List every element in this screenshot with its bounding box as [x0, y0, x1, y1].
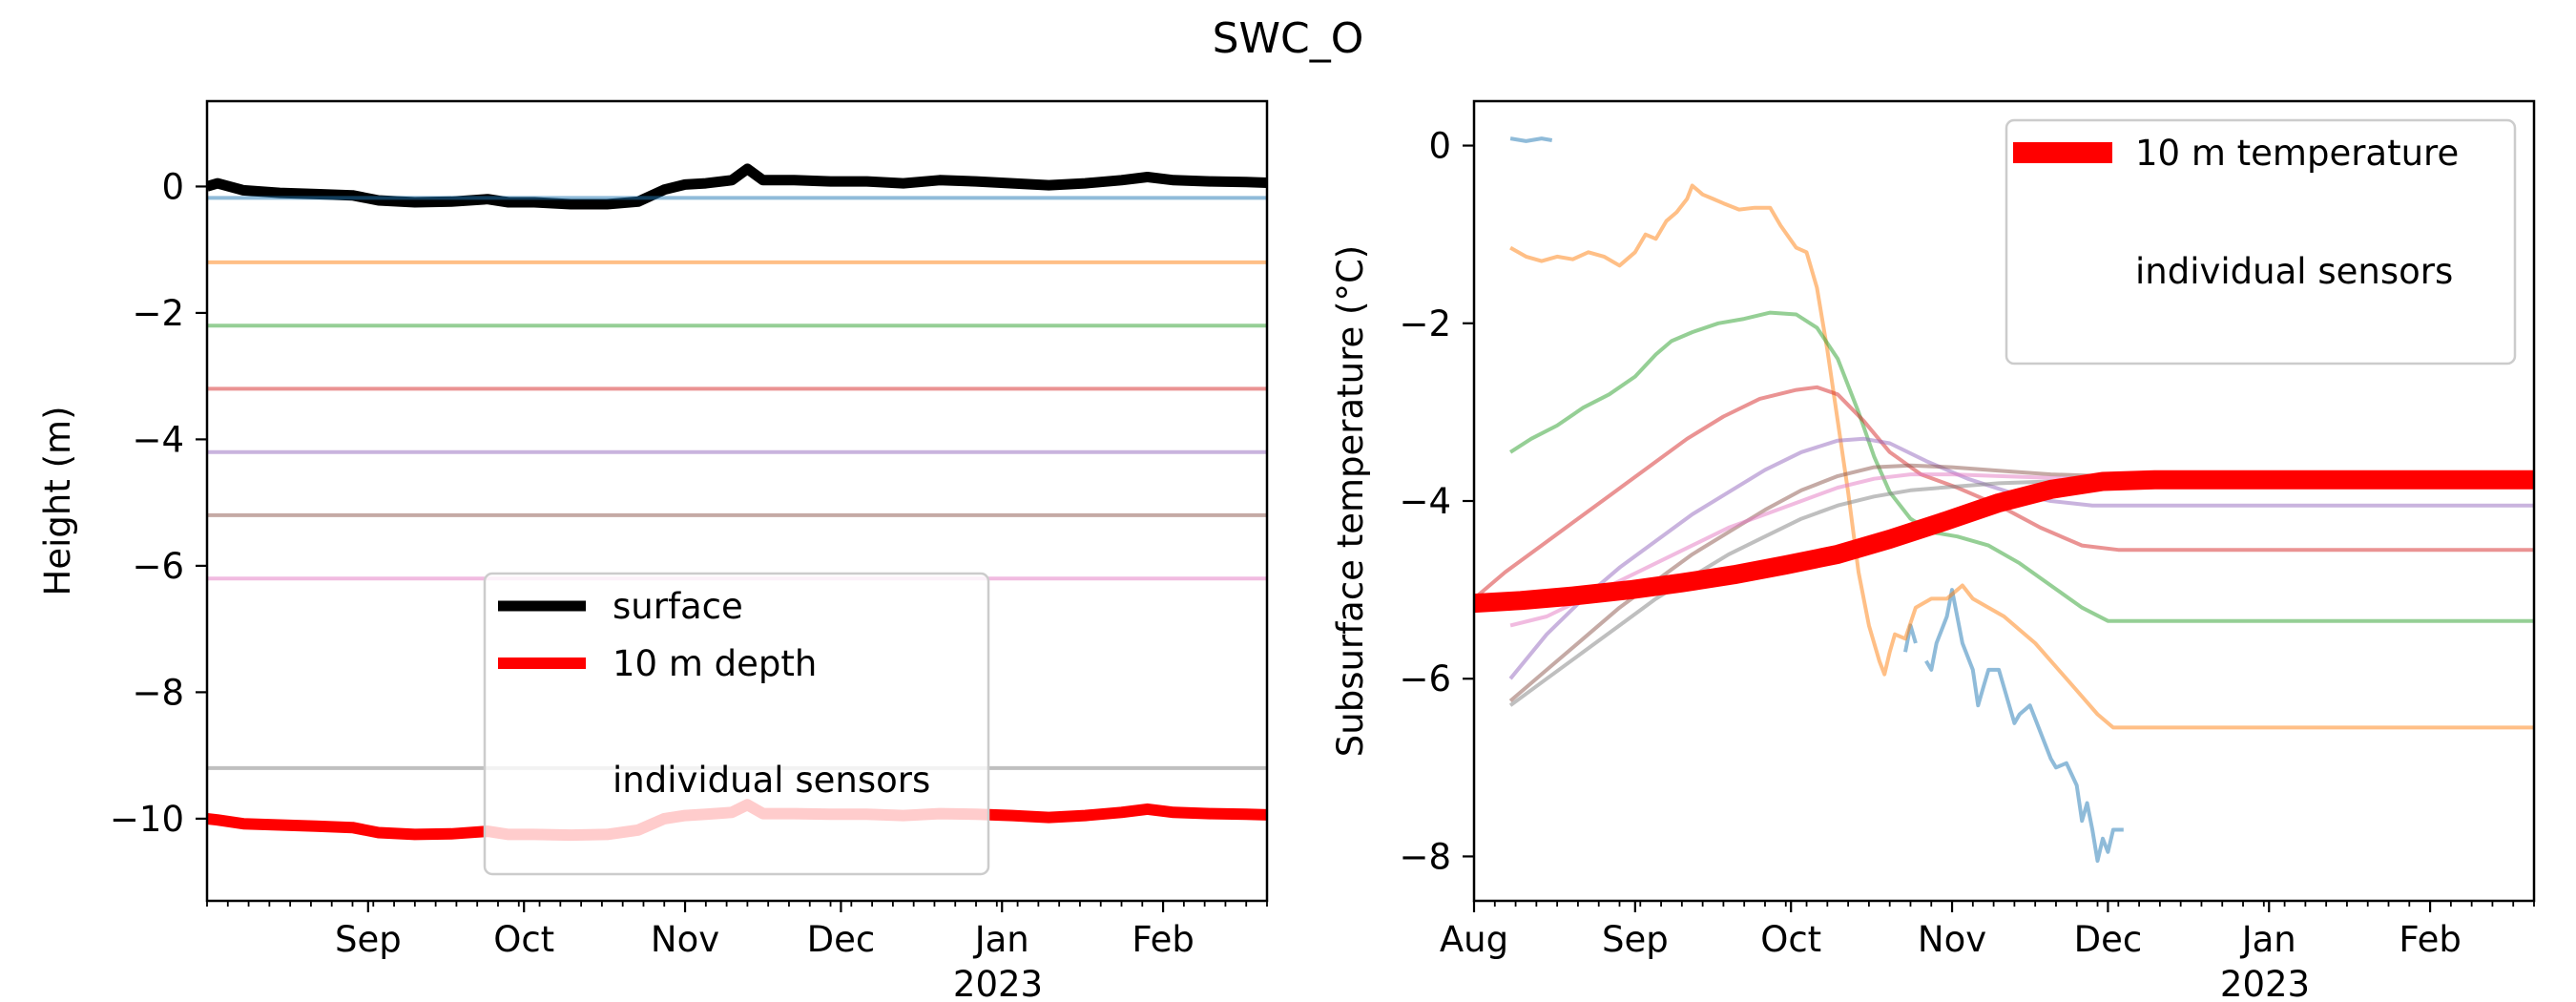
height-legend: surface 10 m depth individual sensors	[483, 572, 990, 876]
x-tick-label-nov: Nov	[1918, 919, 1986, 960]
y-tick-label: −8	[132, 672, 184, 713]
temperature-year-label: 2023	[2220, 964, 2310, 1002]
x-tick-label-nov: Nov	[651, 919, 719, 960]
x-tick-label-jan: Jan	[973, 919, 1029, 960]
temperature-series	[1474, 136, 2534, 864]
x-tick-label-sep: Sep	[1602, 919, 1669, 960]
y-tick-label: −4	[1399, 481, 1451, 522]
x-tick-label-feb: Feb	[1132, 919, 1195, 960]
height-axes-frame	[205, 99, 1269, 903]
height-legend-box	[483, 572, 990, 876]
y-tick-label: −8	[1399, 836, 1451, 877]
height-year-label: 2023	[953, 964, 1043, 1002]
temperature-y-axis-label: Subsurface temperature (°C)	[1330, 245, 1371, 757]
y-tick-label: −2	[132, 293, 184, 334]
temperature-legend: 10 m temperature individual sensors	[2005, 118, 2517, 365]
temperature-y-ticks: 0 −2 −4 −6 −8	[1399, 126, 1474, 877]
10-m-temperature-line	[1474, 470, 2534, 614]
x-tick-label-feb: Feb	[2399, 919, 2462, 960]
legend-label-10m-depth: 10 m depth	[613, 643, 817, 684]
x-tick-label-oct: Oct	[493, 919, 554, 960]
sensor-5-line	[1508, 463, 2534, 703]
legend-label-surface: surface	[613, 586, 743, 627]
y-tick-label: −6	[1399, 658, 1451, 699]
x-tick-label-oct: Oct	[1760, 919, 1821, 960]
legend-label-10m-temperature: 10 m temperature	[2135, 133, 2459, 174]
sensor-4-line	[1508, 436, 2534, 680]
y-tick-label: −4	[132, 419, 184, 460]
x-tick-label-aug: Aug	[1440, 919, 1508, 960]
legend-label-individual-sensors: individual sensors	[613, 760, 930, 801]
height-y-axis-label: Height (m)	[37, 407, 78, 596]
x-tick-label-sep: Sep	[335, 919, 402, 960]
y-tick-label: −2	[1399, 303, 1451, 344]
sensor-0-line-0	[1509, 136, 1553, 143]
height-y-ticks: 0 −2 −4 −6 −8 −10	[110, 166, 207, 840]
y-tick-label: −6	[132, 546, 184, 587]
sensor-1-line	[1509, 183, 2534, 730]
sensor-0-line-2	[1924, 588, 2124, 864]
y-tick-label: −10	[110, 799, 184, 840]
temperature-x-ticks: Aug Sep Oct Nov Dec Jan Feb	[1440, 901, 2535, 960]
x-tick-label-dec: Dec	[807, 919, 876, 960]
temperature-chart: Aug Sep Oct Nov Dec Jan Feb 0 −2 −4 −6 −8 2023 Sub…	[1330, 99, 2536, 1002]
height-chart: Sep Oct Nov Dec Jan Feb 0 −2 −4 −6 −8 −10 2023 Hei…	[37, 99, 1269, 1002]
y-tick-label: 0	[161, 166, 184, 207]
height-x-ticks: Sep Oct Nov Dec Jan Feb	[206, 901, 1268, 960]
legend-label-individual-sensors-temp: individual sensors	[2135, 251, 2453, 292]
x-tick-label-dec: Dec	[2074, 919, 2143, 960]
sensor-3-line	[1474, 385, 2534, 600]
sensor-2-line	[1509, 310, 2534, 623]
figure-title: SWC_O	[1213, 14, 1364, 63]
sensor-7-line	[1508, 478, 2534, 707]
temperature-legend-box	[2005, 118, 2517, 365]
x-tick-label-jan: Jan	[2240, 919, 2296, 960]
y-tick-label: 0	[1428, 126, 1451, 167]
